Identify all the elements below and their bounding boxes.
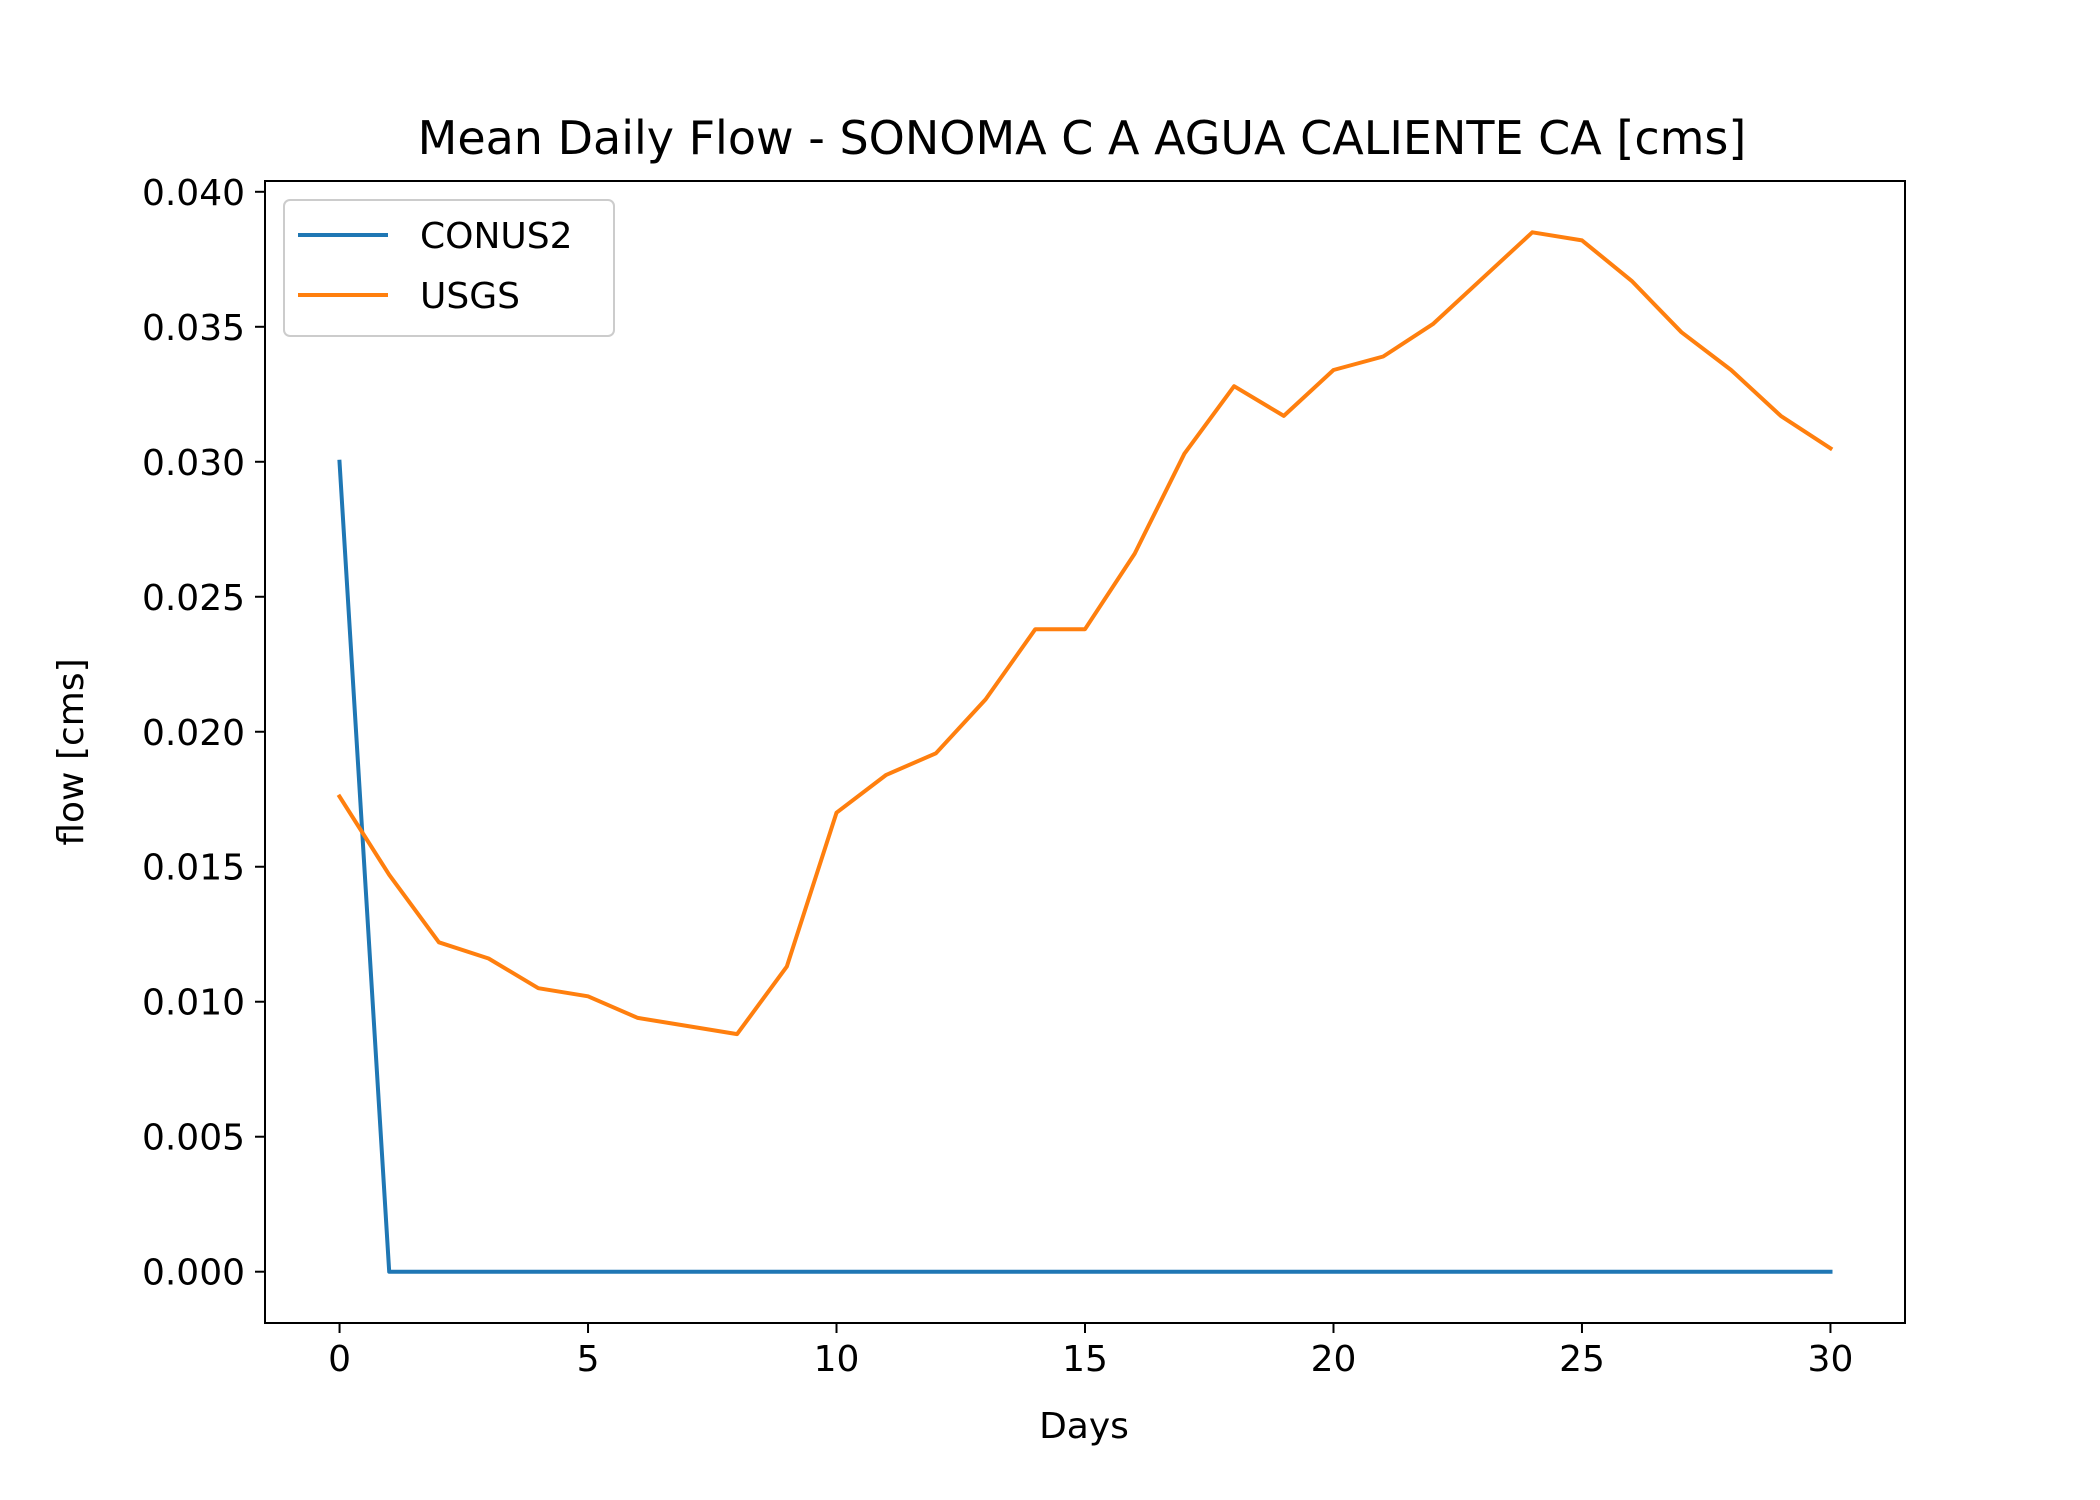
chart-title: Mean Daily Flow - SONOMA C A AGUA CALIEN… (418, 111, 1747, 165)
y-tick-label: 0.005 (142, 1118, 245, 1159)
x-axis-label: Days (1039, 1406, 1129, 1447)
legend-label-conus2: CONUS2 (420, 216, 573, 257)
series-line-conus2 (337, 459, 1833, 1274)
x-tick-label: 5 (577, 1339, 600, 1380)
x-tick-label: 25 (1559, 1339, 1605, 1380)
y-tick-label: 0.025 (142, 578, 245, 619)
legend: CONUS2 USGS (283, 199, 615, 337)
x-tick-label: 0 (328, 1339, 351, 1380)
y-tick-label: 0.015 (142, 848, 245, 889)
legend-label-usgs: USGS (420, 276, 520, 317)
series-line-usgs (336, 230, 1834, 1037)
y-tick-label: 0.040 (142, 173, 245, 214)
x-axis-ticks: 0 5 10 15 20 25 30 (328, 1323, 1853, 1380)
x-tick-label: 30 (1808, 1339, 1854, 1380)
y-axis-label: flow [cms] (51, 658, 92, 845)
y-axis-ticks: 0.000 0.005 0.010 0.015 0.020 0.025 0.030 0.035… (142, 173, 265, 1294)
y-tick-label: 0.010 (142, 983, 245, 1024)
x-tick-label: 10 (814, 1339, 860, 1380)
x-tick-label: 15 (1062, 1339, 1108, 1380)
series-layer (336, 230, 1834, 1274)
y-tick-label: 0.030 (142, 443, 245, 484)
x-tick-label: 20 (1311, 1339, 1357, 1380)
y-tick-label: 0.035 (142, 308, 245, 349)
y-tick-label: 0.020 (142, 713, 245, 754)
y-tick-label: 0.000 (142, 1253, 245, 1294)
